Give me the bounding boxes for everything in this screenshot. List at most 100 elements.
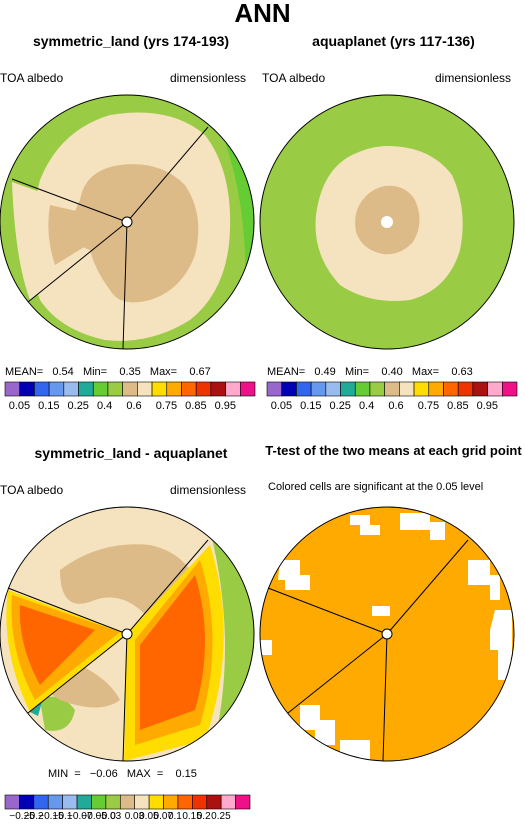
colorbar3-swatch	[163, 794, 179, 810]
colorbar1-swatch	[63, 381, 79, 397]
colorbar3	[4, 794, 251, 810]
colorbar2-swatch	[369, 381, 385, 397]
panel3-pole	[121, 628, 133, 640]
panel2-variable-label: TOA albedo	[262, 71, 326, 85]
colorbar1-swatch	[92, 381, 109, 397]
panel1-title: symmetric_land (yrs 174-193)	[32, 33, 230, 49]
colorbar3-tick-label: −0.05	[81, 811, 107, 822]
panel4-note: Colored cells are significant at the 0.0…	[268, 481, 484, 493]
panel1-brown-wedge	[48, 205, 126, 265]
panel3-red-wedge-left	[19, 605, 96, 685]
panel1-units-label: dimensionless	[170, 71, 247, 85]
colorbar3-tick-label: −0.1	[52, 811, 73, 822]
panel4-title: T-test of the two means at each grid poi…	[265, 443, 522, 458]
colorbar3-swatch	[119, 794, 136, 810]
colorbar1-swatch	[78, 381, 94, 397]
panel1-land-boundary	[27, 221, 128, 303]
panel4-overlay	[259, 506, 515, 762]
panel3-teal-patch	[30, 702, 42, 716]
colorbar1-swatch	[166, 381, 182, 397]
colorbar2-swatch	[384, 381, 400, 397]
panel4-land-boundary	[287, 633, 388, 714]
colorbar3-tick-label: −0.03	[95, 811, 122, 822]
colorbar2-tick-label: 0.05	[270, 400, 293, 412]
colorbar3-swatch	[206, 794, 222, 810]
colorbar2-tick-label: 0.25	[329, 400, 351, 412]
colorbar2-swatch	[413, 381, 430, 397]
colorbar1-tick-label: 0.05	[8, 400, 31, 412]
colorbar1-tick-label: 0.75	[155, 400, 178, 412]
panel4-insignificant-cells	[300, 705, 335, 745]
colorbar2-swatch	[310, 381, 327, 397]
colorbar2-swatch	[296, 381, 312, 397]
colorbar1-swatch	[48, 381, 65, 397]
colorbar1-swatch	[19, 381, 35, 397]
colorbar2-swatch	[428, 381, 444, 397]
colorbar2-tick-label: 0.6	[388, 400, 404, 412]
colorbar1-tick-label: 0.95	[214, 400, 236, 412]
panel2-units-label: dimensionless	[435, 71, 512, 85]
colorbar1-tick-label: 0.15	[38, 400, 60, 412]
panel4-land-boundary	[382, 633, 388, 762]
colorbar3-tick-label: −0.15	[38, 811, 64, 822]
panel4-pole	[381, 628, 393, 640]
colorbar2-swatch	[443, 381, 459, 397]
colorbar1-swatch	[4, 381, 21, 397]
panel3-land-boundary	[7, 587, 128, 635]
colorbar1-swatch	[225, 381, 241, 397]
colorbar3-swatch	[177, 794, 193, 810]
colorbar2-swatch	[472, 381, 488, 397]
colorbar1-tick-label: 0.85	[185, 400, 207, 412]
colorbar3-tick-label: 0.2	[196, 811, 211, 822]
colorbar3-swatch	[105, 794, 121, 810]
colorbar1-swatch	[34, 381, 50, 397]
colorbar1-tick-label: 0.6	[126, 400, 142, 412]
panel1-pole	[121, 216, 133, 228]
colorbar3-tick-label: −0.25	[9, 811, 35, 822]
colorbar1-swatch	[107, 381, 123, 397]
panel3-title: symmetric_land - aquaplanet	[34, 445, 228, 461]
colorbar3-swatch	[4, 794, 20, 810]
panel1-variable-label: TOA albedo	[0, 71, 64, 85]
colorbar2-swatch	[281, 381, 297, 397]
panel4-insignificant-cells	[372, 606, 390, 616]
panel3-units-label: dimensionless	[170, 483, 247, 497]
panel1-stats: MEAN= 0.54 Min= 0.35 Max= 0.67	[5, 366, 211, 378]
panel2-map	[260, 95, 514, 349]
colorbar3-tick-label: 0.25	[211, 811, 231, 822]
panel1-land-boundary	[122, 221, 128, 350]
panel4-insignificant-cells	[490, 610, 512, 680]
panel4-insignificant-cells	[350, 515, 380, 535]
panel3-land-boundary	[122, 633, 128, 762]
panel1-land-boundary	[11, 178, 128, 223]
panel2-stats: MEAN= 0.49 Min= 0.40 Max= 0.63	[267, 366, 473, 378]
colorbar1-swatch	[195, 381, 212, 397]
panel2-outline	[259, 94, 515, 350]
panel1-overlay	[0, 94, 255, 350]
colorbar2-swatch	[501, 381, 518, 397]
colorbar2-tick-label: 0.75	[417, 400, 440, 412]
panel4-outline	[259, 506, 515, 762]
colorbar2-tick-label: 0.95	[476, 400, 498, 412]
colorbar2-tick-label: 0.15	[300, 400, 322, 412]
colorbar1	[4, 381, 256, 397]
colorbar3-swatch	[220, 794, 236, 810]
panel3-overlay	[0, 506, 255, 762]
colorbar3-tick-label: 0	[110, 811, 116, 822]
colorbar3-tick-label: 0.15	[182, 811, 202, 822]
panel4-insignificant-cells	[278, 560, 310, 590]
panel4-land-boundary	[386, 539, 469, 635]
colorbar2-tick-label: 0.4	[358, 400, 375, 412]
colorbar1-swatch	[181, 381, 197, 397]
colorbar3-tick-label: 0.1	[167, 811, 182, 822]
colorbar2-tick-label: 0.85	[447, 400, 469, 412]
colorbar3-swatch	[33, 794, 49, 810]
colorbar2-swatch	[325, 381, 341, 397]
panel3-variable-label: TOA albedo	[0, 483, 64, 497]
panel1-brown-region	[72, 164, 199, 303]
colorbar2-swatch	[340, 381, 356, 397]
panel1-map	[0, 95, 254, 349]
colorbar3-swatch	[134, 794, 150, 810]
colorbar3-swatch	[91, 794, 107, 810]
